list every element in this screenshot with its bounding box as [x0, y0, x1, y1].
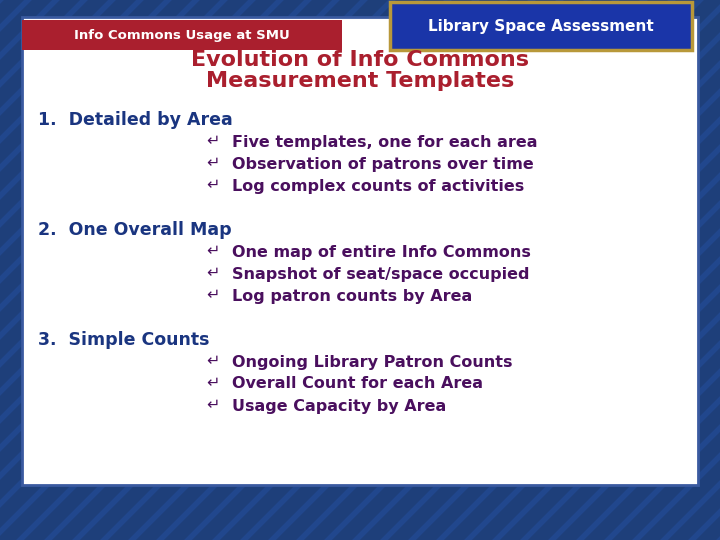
Bar [390, 2, 692, 50]
Text: Log patron counts by Area: Log patron counts by Area [232, 288, 472, 303]
Text: Usage Capacity by Area: Usage Capacity by Area [232, 399, 446, 414]
Text: 2.  One Overall Map: 2. One Overall Map [38, 221, 232, 239]
Text: ↵: ↵ [207, 245, 220, 260]
Text: 3.  Simple Counts: 3. Simple Counts [38, 331, 210, 349]
Text: Info Commons Usage at SMU: Info Commons Usage at SMU [74, 29, 290, 42]
Text: Evolution of Info Commons: Evolution of Info Commons [191, 50, 529, 70]
Text: ↵: ↵ [207, 179, 220, 193]
Text: ↵: ↵ [207, 134, 220, 150]
Bar [22, 20, 342, 50]
Text: ↵: ↵ [207, 376, 220, 392]
Text: Observation of patrons over time: Observation of patrons over time [232, 157, 534, 172]
Text: ↵: ↵ [207, 354, 220, 369]
Text: Five templates, one for each area: Five templates, one for each area [232, 134, 538, 150]
Text: ↵: ↵ [207, 267, 220, 281]
Text: Log complex counts of activities: Log complex counts of activities [232, 179, 524, 193]
Text: ↵: ↵ [207, 157, 220, 172]
Text: ↵: ↵ [207, 288, 220, 303]
Text: Library Space Assessment: Library Space Assessment [428, 18, 654, 33]
Text: 1.  Detailed by Area: 1. Detailed by Area [38, 111, 233, 129]
Text: Overall Count for each Area: Overall Count for each Area [232, 376, 483, 392]
Text: Snapshot of seat/space occupied: Snapshot of seat/space occupied [232, 267, 529, 281]
Bar [22, 17, 698, 485]
Text: Measurement Templates: Measurement Templates [206, 71, 514, 91]
Text: ↵: ↵ [207, 399, 220, 414]
Text: Ongoing Library Patron Counts: Ongoing Library Patron Counts [232, 354, 513, 369]
Text: One map of entire Info Commons: One map of entire Info Commons [232, 245, 531, 260]
